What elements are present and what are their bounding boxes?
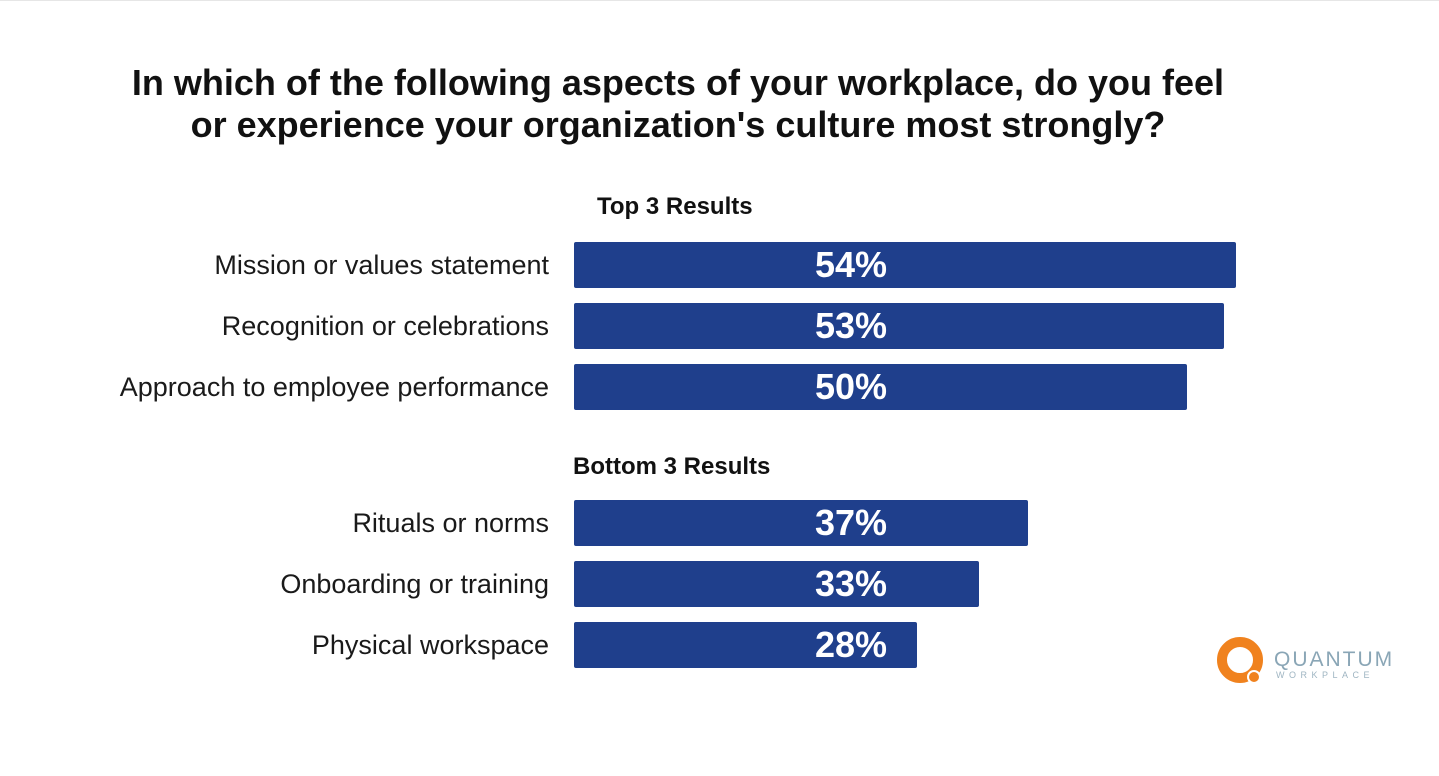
- bar-value-label: 33%: [814, 563, 888, 604]
- category-label: Rituals or norms: [352, 508, 549, 538]
- bar-value-label: 50%: [814, 366, 888, 407]
- quantum-workplace-logo: QUANTUM WORKPLACE: [1214, 634, 1404, 690]
- category-label: Physical workspace: [311, 630, 549, 660]
- bar: [574, 561, 979, 607]
- group-label-bottom: Bottom 3 Results: [573, 453, 771, 480]
- category-label: Recognition or celebrations: [221, 311, 549, 341]
- bar-value-label: 37%: [814, 502, 888, 543]
- logo-subtext: WORKPLACE: [1276, 670, 1375, 680]
- category-label: Mission or values statement: [214, 250, 549, 280]
- bar: [574, 500, 1028, 546]
- quantum-logo-icon: [1217, 637, 1263, 684]
- group-label-top: Top 3 Results: [597, 193, 753, 220]
- bar: [574, 622, 917, 668]
- bar-value-label: 28%: [814, 624, 888, 665]
- chart-title-line-1: In which of the following aspects of you…: [131, 62, 1225, 103]
- bar: [574, 303, 1224, 349]
- chart-title-line-2: or experience your organization's cultur…: [190, 104, 1166, 145]
- bar: [574, 364, 1187, 410]
- chart-title: In which of the following aspects of you…: [0, 62, 1356, 146]
- bar-value-label: 54%: [814, 244, 888, 285]
- category-label: Onboarding or training: [280, 569, 549, 599]
- logo-wordmark: QUANTUM: [1274, 648, 1395, 671]
- top-border: [0, 0, 1439, 1]
- bar-value-label: 53%: [814, 305, 888, 346]
- bar: [574, 242, 1236, 288]
- category-label: Approach to employee performance: [119, 372, 549, 402]
